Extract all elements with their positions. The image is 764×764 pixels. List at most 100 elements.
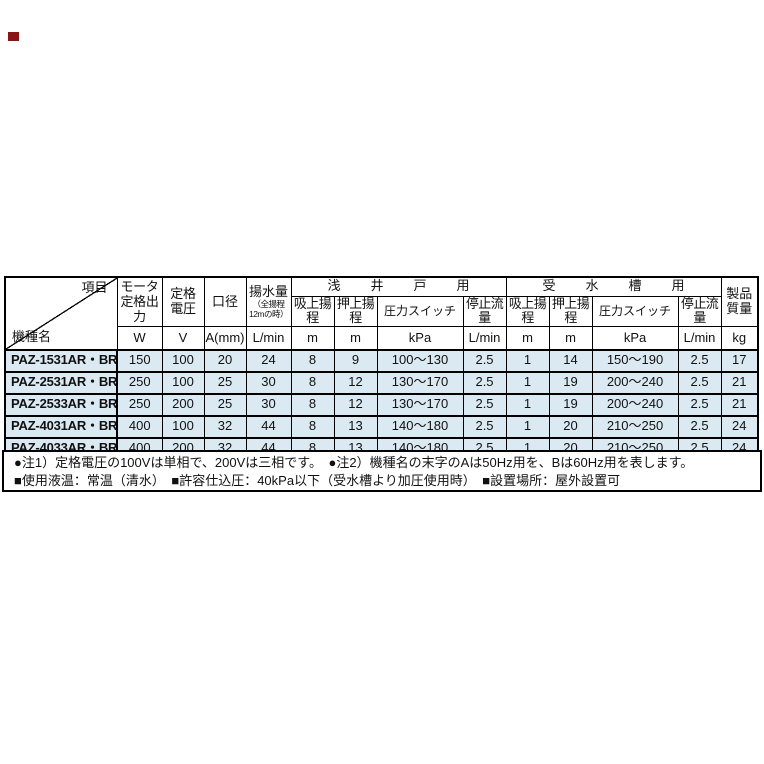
spec-cell: 24 <box>245 348 292 373</box>
spec-cell: 100〜130 <box>376 348 464 373</box>
header-stop-flow-2: 停止流量 <box>677 295 722 328</box>
spec-cell: 12 <box>333 392 378 417</box>
spec-cell: 2.5 <box>462 392 507 417</box>
spec-cell: 19 <box>548 370 593 395</box>
spec-cell: 8 <box>290 414 335 439</box>
unit-kpa-1: kPa <box>376 326 464 351</box>
spec-cell: 200〜240 <box>591 392 679 417</box>
spec-cell: 13 <box>333 414 378 439</box>
header-group-row: 項目 機種名 モータ 定格出力 定格 電圧 口径 揚水量 （全揚程 12mの時）… <box>4 276 759 351</box>
spec-cell: 17 <box>720 348 759 373</box>
spec-cell: 2.5 <box>462 414 507 439</box>
pumping-volume-note-line2: 12mの時） <box>248 308 289 319</box>
corner-model-label: 機種名 <box>12 328 52 344</box>
spec-cell: 8 <box>290 370 335 395</box>
spec-cell: 2.5 <box>677 348 722 373</box>
header-suction-lift-1: 吸上揚程 <box>290 295 335 328</box>
header-pressure-switch-1: 圧力スイッチ <box>376 295 464 328</box>
header-rated-voltage: 定格 電圧 <box>161 276 205 328</box>
spec-cell: 130〜170 <box>376 370 464 395</box>
header-pumping-volume: 揚水量 （全揚程 12mの時） <box>245 276 292 328</box>
header-push-lift-2: 押上揚程 <box>548 295 593 328</box>
spec-cell: 8 <box>290 348 335 373</box>
spec-cell: 2.5 <box>677 414 722 439</box>
spec-cell: 19 <box>548 392 593 417</box>
corner-header-cell: 項目 機種名 <box>4 276 118 351</box>
spec-cell: 25 <box>203 370 247 395</box>
pumping-volume-note-line1: （全揚程 <box>252 299 285 310</box>
header-pressure-switch-2: 圧力スイッチ <box>591 295 679 328</box>
header-suction-lift-2: 吸上揚程 <box>505 295 550 328</box>
spec-cell: 30 <box>245 392 292 417</box>
spec-cell: 21 <box>720 392 759 417</box>
unit-kg: kg <box>720 326 759 351</box>
spec-cell: 140〜180 <box>376 414 464 439</box>
unit-m-3: m <box>505 326 550 351</box>
spec-cell: 2.5 <box>677 370 722 395</box>
spec-cell: 200 <box>161 392 205 417</box>
pumping-volume-label: 揚水量 <box>248 284 288 300</box>
spec-cell: 21 <box>720 370 759 395</box>
spec-cell: 100 <box>161 348 205 373</box>
header-push-lift-1: 押上揚程 <box>333 295 378 328</box>
spec-cell: 150〜190 <box>591 348 679 373</box>
notes-box: ●注1）定格電圧の100Vは単相で、200Vは三相です。 ●注2）機種名の末字の… <box>2 450 762 492</box>
spec-cell: 9 <box>333 348 378 373</box>
spec-cell: 1 <box>505 348 550 373</box>
group-header-shallow-well: 浅井戸用 <box>290 276 507 297</box>
spec-cell: 20 <box>203 348 247 373</box>
header-sub-row: 吸上揚程 押上揚程 圧力スイッチ 停止流量 吸上揚程 押上揚程 圧力スイッチ 停… <box>5 295 758 328</box>
spec-cell: 32 <box>203 414 247 439</box>
unit-a-mm: A(mm) <box>203 326 247 351</box>
header-motor-output: モータ 定格出力 <box>116 276 163 328</box>
header-product-mass: 製品 質量 <box>720 276 759 328</box>
notes-line-1: ●注1）定格電圧の100Vは単相で、200Vは三相です。 ●注2）機種名の末字の… <box>14 455 694 470</box>
unit-m-1: m <box>290 326 335 351</box>
table-row: PAZ-4031AR・BR 400 100 32 44 8 13 140〜180… <box>4 414 759 439</box>
table-row: PAZ-2533AR・BR 250 200 25 30 8 12 130〜170… <box>4 392 759 417</box>
spec-cell: 12 <box>333 370 378 395</box>
spec-cell: 100 <box>161 370 205 395</box>
group-header-water-tank: 受水槽用 <box>505 276 722 297</box>
spec-cell: 200〜240 <box>591 370 679 395</box>
notes-line-2: ■使用液温：常温（清水） ■許容仕込圧：40kPa以下（受水槽より加圧使用時） … <box>14 472 621 488</box>
spec-cell: 14 <box>548 348 593 373</box>
unit-kpa-2: kPa <box>591 326 679 351</box>
model-name: PAZ-1531AR・BR <box>4 348 118 373</box>
spec-cell: 2.5 <box>462 348 507 373</box>
spec-sheet: 項目 機種名 モータ 定格出力 定格 電圧 口径 揚水量 （全揚程 12mの時）… <box>4 276 760 461</box>
header-bore: 口径 <box>203 276 247 328</box>
spec-cell: 25 <box>203 392 247 417</box>
spec-cell: 1 <box>505 392 550 417</box>
model-name: PAZ-4031AR・BR <box>4 414 118 439</box>
spec-cell: 2.5 <box>677 392 722 417</box>
unit-volt: V <box>161 326 205 351</box>
spec-table: 項目 機種名 モータ 定格出力 定格 電圧 口径 揚水量 （全揚程 12mの時）… <box>4 276 760 461</box>
spec-cell: 150 <box>116 348 163 373</box>
spec-cell: 100 <box>161 414 205 439</box>
corner-item-label: 項目 <box>81 280 108 295</box>
unit-lmin-3: L/min <box>677 326 722 351</box>
unit-m-4: m <box>548 326 593 351</box>
unit-watt: W <box>116 326 163 351</box>
spec-cell: 250 <box>116 370 163 395</box>
spec-cell: 1 <box>505 370 550 395</box>
spec-cell: 20 <box>548 414 593 439</box>
model-name: PAZ-2533AR・BR <box>4 392 118 417</box>
header-stop-flow-1: 停止流量 <box>462 295 507 328</box>
table-row: PAZ-1531AR・BR 150 100 20 24 8 9 100〜130 … <box>4 348 759 373</box>
spec-cell: 210〜250 <box>591 414 679 439</box>
spec-cell: 400 <box>116 414 163 439</box>
unit-m-2: m <box>333 326 378 351</box>
spec-cell: 130〜170 <box>376 392 464 417</box>
spec-cell: 1 <box>505 414 550 439</box>
model-name: PAZ-2531AR・BR <box>4 370 118 395</box>
unit-lmin-1: L/min <box>245 326 292 351</box>
table-row: PAZ-2531AR・BR 250 100 25 30 8 12 130〜170… <box>4 370 759 395</box>
corner-mark <box>8 32 19 41</box>
spec-cell: 8 <box>290 392 335 417</box>
spec-cell: 2.5 <box>462 370 507 395</box>
spec-cell: 30 <box>245 370 292 395</box>
units-row: W V A(mm) L/min m m kPa L/min m m kPa L/… <box>5 326 759 351</box>
spec-cell: 24 <box>720 414 759 439</box>
